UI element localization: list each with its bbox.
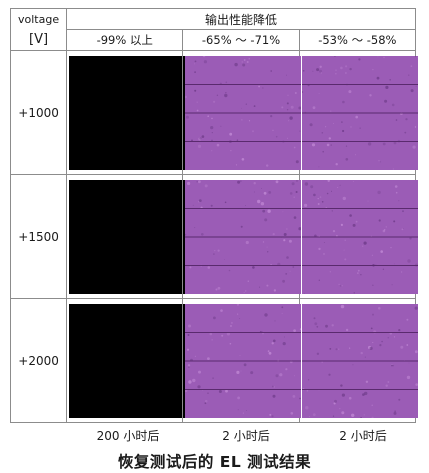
- el-image-purple: [301, 55, 418, 170]
- output-decrease-header: 输出性能降低: [66, 8, 416, 30]
- voltage-header-label: voltage: [18, 12, 60, 26]
- el-image-purple: [301, 179, 418, 294]
- voltage-value: +2000: [9, 298, 68, 423]
- figure-caption: 恢复测试后的 EL 测试结果: [117, 453, 312, 471]
- voltage-value: +1000: [9, 50, 68, 175]
- el-image-purple: [301, 303, 418, 418]
- footer-label-2: 2 小时后: [222, 429, 270, 443]
- column-header-2: -65% ～ -71%: [182, 29, 300, 51]
- table-row-2000: +2000: [9, 298, 418, 423]
- column-header-1: -99% 以上: [66, 29, 184, 51]
- footer-label-1: 200 小时后: [96, 429, 160, 443]
- voltage-header: voltage [V]: [9, 8, 68, 51]
- voltage-unit-label: [V]: [29, 31, 49, 47]
- el-image-purple: [185, 179, 302, 294]
- el-image-purple: [185, 55, 302, 170]
- el-image-purple: [185, 303, 302, 418]
- footer-label-3: 2 小时后: [339, 429, 387, 443]
- el-result-table: voltage [V] 输出性能降低 -99% 以上 -65% ～ -71% -…: [9, 8, 418, 423]
- el-image-black: [69, 303, 186, 418]
- table-row-1000: +1000: [9, 50, 418, 175]
- el-image-black: [69, 179, 186, 294]
- column-header-3: -53% ～ -58%: [298, 29, 417, 51]
- table-row-1500: +1500: [9, 174, 418, 299]
- el-image-black: [69, 55, 186, 170]
- voltage-value: +1500: [9, 174, 68, 299]
